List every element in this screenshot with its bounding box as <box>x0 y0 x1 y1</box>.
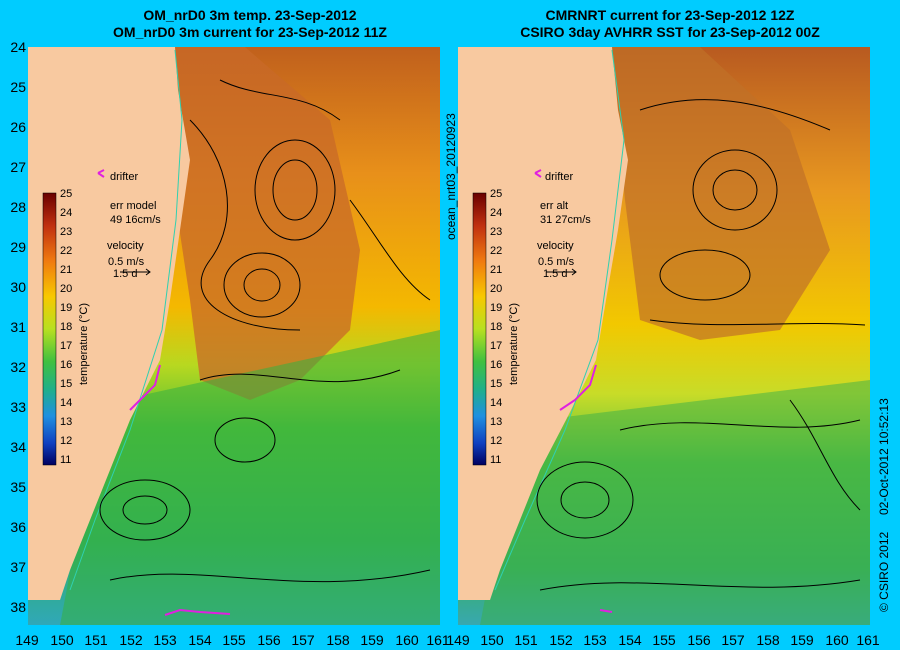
cb-tick: 24 <box>490 207 503 219</box>
lat-tick: 30 <box>10 279 26 295</box>
right-velocity-time: 1.5 d <box>543 268 568 280</box>
lon-tick: 154 <box>618 632 642 648</box>
right-velocity-scale: 0.5 m/s <box>538 256 575 268</box>
cb-tick: 21 <box>60 264 73 276</box>
right-map <box>458 47 870 625</box>
lon-tick: 149 <box>446 632 470 648</box>
left-map <box>28 47 440 625</box>
right-drifter-label: drifter <box>545 171 574 183</box>
cb-tick: 20 <box>60 283 73 295</box>
left-velocity-label: velocity <box>107 240 144 252</box>
lon-tick: 156 <box>687 632 711 648</box>
cb-tick: 19 <box>60 302 73 314</box>
left-err-label: err model <box>110 200 157 212</box>
lat-tick: 28 <box>10 199 26 215</box>
lon-tick: 158 <box>326 632 350 648</box>
lon-tick: 150 <box>50 632 74 648</box>
left-drifter-label: drifter <box>110 171 139 183</box>
lon-tick: 161 <box>856 632 880 648</box>
right-title: CMRNRT current for 23-Sep-2012 12Z CSIRO… <box>470 7 870 41</box>
left-title-line2: OM_nrD0 3m current for 23-Sep-2012 11Z <box>113 24 387 40</box>
cb-tick: 18 <box>60 321 73 333</box>
right-velocity-label: velocity <box>537 240 574 252</box>
cb-tick: 22 <box>60 245 73 257</box>
lat-tick: 38 <box>10 599 26 615</box>
lon-tick: 151 <box>514 632 538 648</box>
cb-tick: 16 <box>490 359 503 371</box>
lon-tick: 151 <box>84 632 108 648</box>
cb-tick: 23 <box>490 226 503 238</box>
lat-tick: 35 <box>10 479 26 495</box>
lat-tick: 37 <box>10 559 26 575</box>
cb-tick: 20 <box>490 283 503 295</box>
right-err-label: err alt <box>540 200 569 212</box>
left-err-value: 49 16cm/s <box>110 214 161 226</box>
cb-tick: 11 <box>60 454 72 466</box>
lon-tick: 150 <box>480 632 504 648</box>
cb-tick: 14 <box>490 397 503 409</box>
lat-tick: 29 <box>10 239 26 255</box>
left-velocity-time: 1.5 d <box>113 268 138 280</box>
left-title: OM_nrD0 3m temp. 23-Sep-2012 OM_nrD0 3m … <box>60 7 440 41</box>
lat-tick: 31 <box>10 319 26 335</box>
lon-tick: 160 <box>395 632 419 648</box>
cb-tick: 17 <box>60 340 73 352</box>
cb-tick: 12 <box>490 435 503 447</box>
colorbar-left-label: temperature (°C) <box>78 302 90 385</box>
lon-tick: 158 <box>756 632 780 648</box>
cb-tick: 14 <box>60 397 73 409</box>
middle-side-text: ocean_nrt03_20120923 <box>444 113 458 240</box>
lat-tick: 26 <box>10 119 26 135</box>
cb-tick: 13 <box>60 416 73 428</box>
lat-tick: 32 <box>10 359 26 375</box>
lat-tick: 36 <box>10 519 26 535</box>
lat-tick: 33 <box>10 399 26 415</box>
left-title-line1: OM_nrD0 3m temp. 23-Sep-2012 <box>143 7 357 23</box>
lon-tick: 160 <box>825 632 849 648</box>
cb-tick: 15 <box>60 378 73 390</box>
colorbar-left <box>42 192 57 466</box>
cb-tick: 13 <box>490 416 503 428</box>
cb-tick: 11 <box>490 454 502 466</box>
right-side-copyright: © CSIRO 2012 <box>877 531 891 612</box>
cb-tick: 17 <box>490 340 503 352</box>
lon-tick: 153 <box>153 632 177 648</box>
cb-tick: 18 <box>490 321 503 333</box>
cb-tick: 22 <box>490 245 503 257</box>
lon-tick: 161 <box>426 632 450 648</box>
lon-tick: 149 <box>15 632 39 648</box>
cb-tick: 25 <box>490 188 503 200</box>
cb-tick: 16 <box>60 359 73 371</box>
left-velocity-scale: 0.5 m/s <box>108 256 145 268</box>
right-side-date: 02-Oct-2012 10:52:13 <box>877 398 891 515</box>
cb-tick: 21 <box>490 264 503 276</box>
cb-tick: 15 <box>490 378 503 390</box>
cb-tick: 25 <box>60 188 73 200</box>
lat-tick: 24 <box>10 39 26 55</box>
lon-tick: 155 <box>652 632 676 648</box>
lat-tick: 34 <box>10 439 26 455</box>
lon-tick: 155 <box>222 632 246 648</box>
lat-tick: 27 <box>10 159 26 175</box>
lon-tick: 154 <box>188 632 212 648</box>
cb-tick: 23 <box>60 226 73 238</box>
colorbar-right-label: temperature (°C) <box>508 302 520 385</box>
lon-tick: 159 <box>790 632 814 648</box>
colorbar-right <box>472 192 487 466</box>
cb-tick: 19 <box>490 302 503 314</box>
right-title-line2: CSIRO 3day AVHRR SST for 23-Sep-2012 00Z <box>520 24 820 40</box>
lon-tick: 156 <box>257 632 281 648</box>
lon-tick: 159 <box>360 632 384 648</box>
lon-tick: 157 <box>721 632 745 648</box>
cb-tick: 24 <box>60 207 73 219</box>
lon-tick: 157 <box>291 632 315 648</box>
lon-tick: 152 <box>549 632 573 648</box>
right-err-value: 31 27cm/s <box>540 214 591 226</box>
lon-tick: 153 <box>583 632 607 648</box>
right-title-line1: CMRNRT current for 23-Sep-2012 12Z <box>545 7 795 23</box>
lon-tick: 152 <box>119 632 143 648</box>
lat-tick: 25 <box>10 79 26 95</box>
cb-tick: 12 <box>60 435 73 447</box>
